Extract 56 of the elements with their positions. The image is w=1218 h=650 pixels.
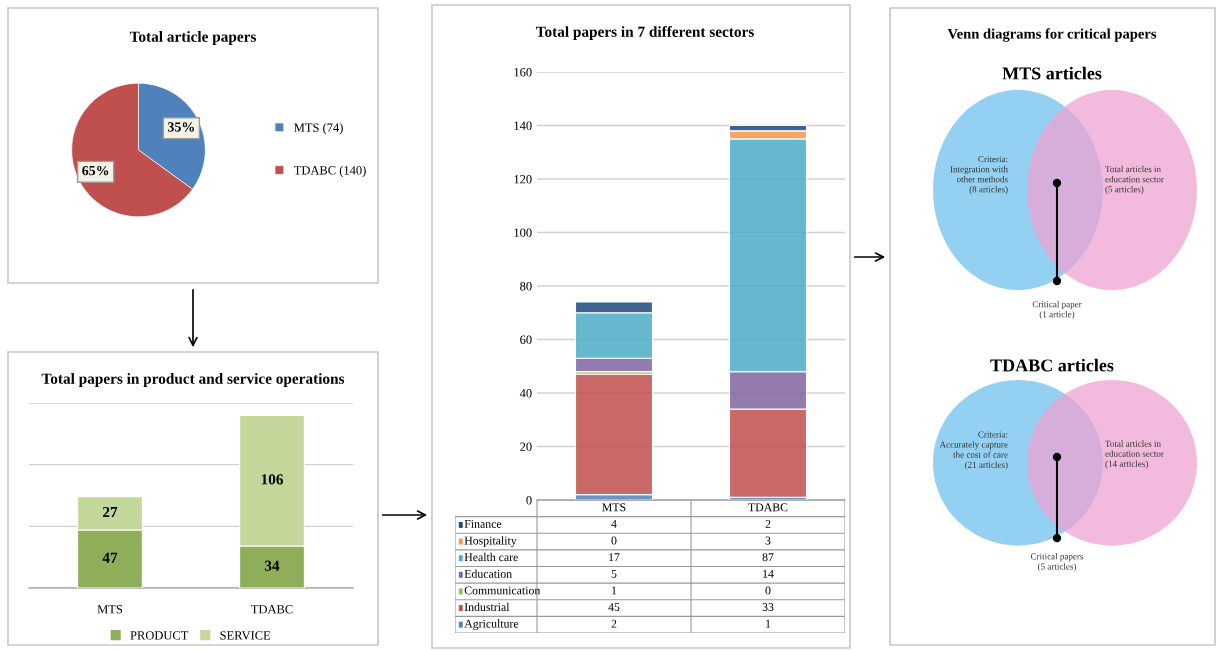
data-label: 3 (765, 536, 771, 545)
text: Venn diagrams for critical papers (947, 28, 1157, 42)
data-label: 35% (167, 122, 194, 132)
x-tick-label: MTS (97, 605, 123, 614)
data-label: 87 (762, 553, 774, 562)
data-label: 34 (264, 560, 280, 571)
text: Total articles in education sector (5 articles) (1105, 165, 1164, 195)
y-tick-label: 120 (514, 175, 532, 184)
legend-label: MTS (74) (294, 123, 343, 135)
data-label: 65% (82, 165, 109, 176)
chart-title: Total article papers (129, 31, 256, 45)
data-label: 33 (762, 603, 774, 612)
data-label: 5 (611, 569, 617, 578)
y-tick-label: 80 (520, 282, 532, 291)
y-tick-label: 0 (526, 496, 532, 505)
text: MTS articles (1002, 66, 1102, 80)
data-label: 45 (608, 603, 620, 612)
y-tick-label: 100 (514, 228, 532, 237)
data-label: 27 (103, 506, 118, 518)
data-label: 0 (765, 586, 771, 595)
data-label: 0 (611, 536, 617, 545)
data-label: 17 (609, 553, 620, 562)
legend-label: Finance (464, 519, 502, 528)
data-label: 1 (766, 619, 771, 628)
chart-title: Total papers in 7 different sectors (535, 25, 754, 41)
data-label: 14 (763, 569, 774, 578)
legend-label: Hospitality (464, 536, 517, 547)
data-label: 2 (765, 519, 771, 528)
text: Criteria: Accurately capture the cost of care (21 articles) (939, 431, 1008, 470)
legend-label: Education (464, 569, 512, 578)
text: Critical papers (5 articles) (1030, 553, 1084, 572)
data-label: 1 (612, 586, 617, 595)
legend-label: Communication (464, 586, 541, 595)
chart-title: Total papers in product and service operations (41, 373, 345, 387)
y-tick-label: 160 (514, 68, 532, 77)
x-tick-label: MTS (602, 503, 626, 512)
legend-label: Agriculture (464, 619, 519, 631)
text: Critical paper (1 article) (1032, 300, 1082, 320)
data-label: 106 (261, 474, 284, 485)
legend-label: Health care (464, 552, 518, 562)
legend-label: PRODUCT (130, 631, 189, 640)
data-label: 4 (611, 520, 617, 528)
data-label: 47 (102, 552, 118, 563)
data-label: 2 (611, 619, 617, 628)
y-tick-label: 60 (520, 335, 532, 344)
x-tick-label: TDABC (251, 605, 293, 614)
text: Total articles in education sector (14 articles) (1105, 440, 1164, 469)
x-tick-label: TDABC (748, 503, 788, 512)
y-tick-label: 140 (514, 121, 532, 130)
y-tick-label: 20 (520, 442, 532, 451)
legend-label: SERVICE (220, 631, 271, 640)
legend-label: Industrial (464, 602, 510, 612)
y-tick-label: 40 (519, 389, 532, 398)
legend-label: TDABC (140) (293, 165, 366, 178)
text: Criteria: Integration with other methods (8 articles) (950, 156, 1008, 195)
text: TDABC articles (990, 358, 1114, 372)
